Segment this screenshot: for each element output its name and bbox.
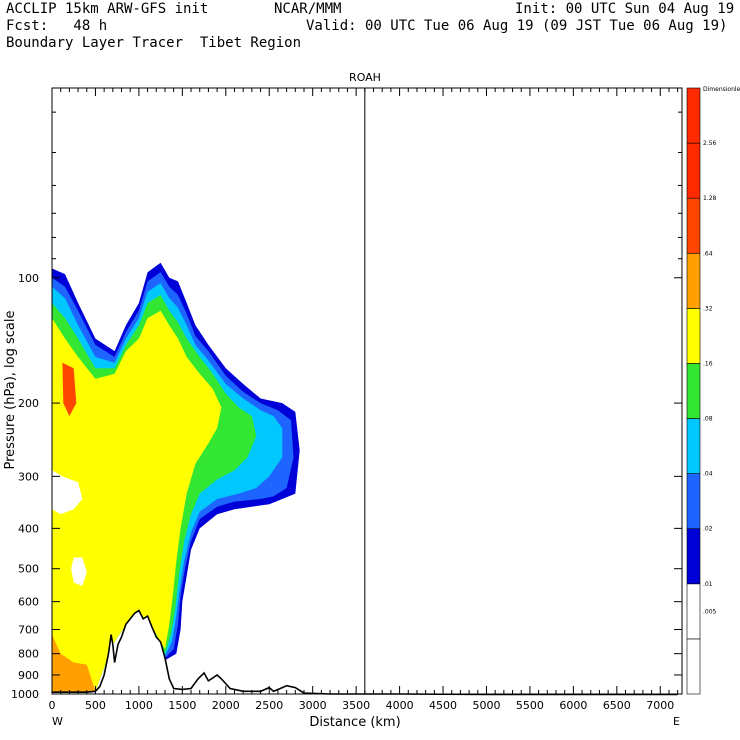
colorbar-segment-7	[686, 252, 701, 309]
x-tick-label: 6000	[559, 699, 587, 712]
y-tick-label: 900	[18, 669, 39, 682]
colorbar-level-label: .16	[703, 360, 713, 367]
y-tick-label: 800	[18, 648, 39, 661]
x-tick-label: 1500	[168, 699, 196, 712]
x-tick-label: 2500	[255, 699, 283, 712]
x-tick-label: 4000	[386, 699, 414, 712]
x-tick-label: 2000	[212, 699, 240, 712]
y-tick-label: 700	[18, 624, 39, 637]
colorbar-segment-3	[686, 473, 701, 530]
colorbar-level-label: 1.28	[703, 195, 717, 202]
colorbar-segment-8	[686, 197, 701, 254]
tracer-hole-1	[71, 557, 87, 586]
header-line2-left: Fcst: 48 h	[6, 18, 108, 34]
terrain-mask	[52, 610, 678, 695]
colorbar-level-label: .02	[703, 526, 713, 533]
colorbar-units-label: Dimensionless	[703, 86, 740, 93]
colorbar-segment-2	[686, 528, 701, 585]
y-axis-title: Pressure (hPa), log scale	[3, 311, 18, 470]
colorbar-segment-6	[686, 308, 701, 364]
tracer-fill-layer	[52, 262, 300, 693]
terrain-layer	[52, 609, 678, 696]
colorbar-segment-1	[686, 583, 701, 640]
y-tick-label: 200	[18, 397, 39, 410]
colorbar-level-label: .64	[703, 250, 713, 257]
x-axis-right-label: E	[673, 715, 680, 728]
x-tick-label: 4500	[429, 699, 457, 712]
plot-frame	[51, 87, 683, 695]
y-tick-label: 100	[18, 272, 39, 285]
header-line3-left: Boundary Layer Tracer Tibet Region	[6, 35, 302, 51]
x-tick-label: 3500	[342, 699, 370, 712]
colorbar-level-label: .04	[703, 471, 713, 478]
tracer-region-6	[62, 362, 77, 417]
y-tick-label: 500	[18, 563, 39, 576]
x-tick-label: 3000	[299, 699, 327, 712]
colorbar-segment-10	[686, 87, 701, 144]
x-tick-label: 0	[49, 699, 56, 712]
header-line1-center: NCAR/MMM	[274, 1, 342, 17]
x-tick-label: 500	[85, 699, 106, 712]
colorbar-level-label: .32	[703, 305, 713, 312]
colorbar-segment-4	[686, 418, 701, 474]
terrain-surface-line	[52, 609, 678, 696]
header-line1-left: ACCLIP 15km ARW-GFS init	[6, 1, 209, 17]
colorbar-level-label: 2.56	[703, 140, 717, 147]
colorbar-level-label: .005	[703, 608, 717, 615]
x-tick-label: 6500	[603, 699, 631, 712]
y-axis: 100 200 300 400 500 600 700 800 900 1000	[11, 111, 682, 701]
colorbar-level-label: .01	[703, 581, 713, 588]
tracer-region-4	[52, 310, 222, 692]
colorbar-segment-0	[686, 638, 701, 695]
x-tick-label: 7000	[646, 699, 674, 712]
colorbar: .005 .01 .02 .04 .08 .16 .32 .64 1.28 2.56 Dimensi…	[686, 86, 740, 695]
x-axis: 0 500 1000 1500 2000 2500 3000 3500 4000 4500 5000…	[49, 88, 679, 712]
colorbar-segment-9	[686, 142, 701, 199]
tracer-region-5	[52, 634, 96, 693]
x-tick-label: 1000	[125, 699, 153, 712]
header-line2-right: Valid: 00 UTC Tue 06 Aug 19 (09 JST Tue …	[306, 18, 728, 34]
chart-title: ROAH	[349, 71, 381, 84]
x-axis-title: Distance (km)	[309, 715, 400, 730]
x-axis-left-label: W	[52, 715, 63, 728]
tracer-hole-0	[52, 470, 83, 515]
y-tick-label: 1000	[11, 688, 39, 701]
y-tick-label: 600	[18, 596, 39, 609]
colorbar-level-label: .08	[703, 416, 713, 423]
colorbar-segment-5	[686, 363, 701, 419]
x-tick-label: 5000	[472, 699, 500, 712]
plot-border	[51, 87, 683, 695]
y-tick-label: 300	[18, 470, 39, 483]
y-tick-label: 400	[18, 522, 39, 535]
x-tick-label: 5500	[516, 699, 544, 712]
header-line1-right: Init: 00 UTC Sun 04 Aug 19	[515, 1, 735, 17]
